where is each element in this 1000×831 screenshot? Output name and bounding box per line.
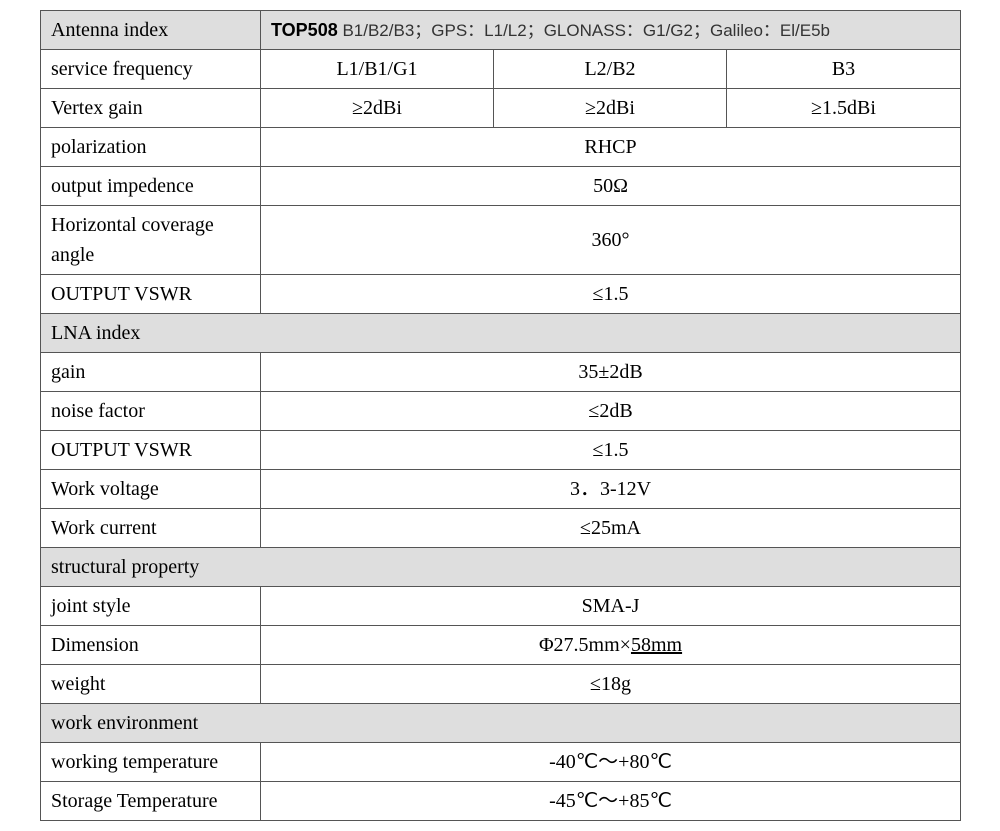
vertex-gain-label: Vertex gain — [41, 89, 261, 128]
work-current-row: Work current ≤25mA — [41, 509, 961, 548]
work-env-section-row: work environment — [41, 704, 961, 743]
output-impedence-row: output impedence 50Ω — [41, 167, 961, 206]
noise-factor-label: noise factor — [41, 392, 261, 431]
working-temp-label: working temperature — [41, 743, 261, 782]
spec-table: Antenna index TOP508 B1/B2/B3；GPS：L1/L2；… — [40, 10, 961, 821]
weight-label: weight — [41, 665, 261, 704]
weight-value: ≤18g — [261, 665, 961, 704]
vertex-gain-c1: ≥2dBi — [261, 89, 494, 128]
horizontal-coverage-value: 360° — [261, 206, 961, 275]
dimension-value-cell: Φ27.5mm×58mm — [261, 626, 961, 665]
dimension-label: Dimension — [41, 626, 261, 665]
working-temp-row: working temperature -40℃～+80℃ — [41, 743, 961, 782]
service-frequency-label: service frequency — [41, 50, 261, 89]
structural-header: structural property — [41, 548, 961, 587]
lna-header: LNA index — [41, 314, 961, 353]
model-bold: TOP508 — [271, 20, 338, 40]
storage-temp-label: Storage Temperature — [41, 782, 261, 821]
antenna-index-label: Antenna index — [41, 11, 261, 50]
gain-value: 35±2dB — [261, 353, 961, 392]
work-env-header: work environment — [41, 704, 961, 743]
service-frequency-c2: L2/B2 — [494, 50, 727, 89]
output-vswr-2-row: OUTPUT VSWR ≤1.5 — [41, 431, 961, 470]
dimension-value-main: Φ27.5mm× — [539, 634, 631, 656]
storage-temp-row: Storage Temperature -45℃～+85℃ — [41, 782, 961, 821]
storage-temp-value: -45℃～+85℃ — [261, 782, 961, 821]
service-frequency-row: service frequency L1/B1/G1 L2/B2 B3 — [41, 50, 961, 89]
model-rest: B1/B2/B3；GPS：L1/L2；GLONASS：G1/G2；Galileo… — [338, 21, 830, 40]
work-voltage-row: Work voltage 3．3-12V — [41, 470, 961, 509]
joint-style-label: joint style — [41, 587, 261, 626]
structural-section-row: structural property — [41, 548, 961, 587]
working-temp-value: -40℃～+80℃ — [261, 743, 961, 782]
dimension-value-suffix: 58mm — [631, 634, 682, 656]
work-current-value: ≤25mA — [261, 509, 961, 548]
output-vswr-2-value: ≤1.5 — [261, 431, 961, 470]
antenna-model-cell: TOP508 B1/B2/B3；GPS：L1/L2；GLONASS：G1/G2；… — [261, 11, 961, 50]
output-vswr-1-value: ≤1.5 — [261, 275, 961, 314]
weight-row: weight ≤18g — [41, 665, 961, 704]
horizontal-coverage-label: Horizontal coverage angle — [41, 206, 261, 275]
horizontal-coverage-row: Horizontal coverage angle 360° — [41, 206, 961, 275]
dimension-row: Dimension Φ27.5mm×58mm — [41, 626, 961, 665]
vertex-gain-c2: ≥2dBi — [494, 89, 727, 128]
output-vswr-2-label: OUTPUT VSWR — [41, 431, 261, 470]
polarization-value: RHCP — [261, 128, 961, 167]
gain-label: gain — [41, 353, 261, 392]
work-current-label: Work current — [41, 509, 261, 548]
lna-section-row: LNA index — [41, 314, 961, 353]
vertex-gain-row: Vertex gain ≥2dBi ≥2dBi ≥1.5dBi — [41, 89, 961, 128]
output-impedence-label: output impedence — [41, 167, 261, 206]
work-voltage-value: 3．3-12V — [261, 470, 961, 509]
output-vswr-1-row: OUTPUT VSWR ≤1.5 — [41, 275, 961, 314]
antenna-index-header-row: Antenna index TOP508 B1/B2/B3；GPS：L1/L2；… — [41, 11, 961, 50]
work-voltage-label: Work voltage — [41, 470, 261, 509]
output-impedence-value: 50Ω — [261, 167, 961, 206]
polarization-row: polarization RHCP — [41, 128, 961, 167]
noise-factor-value: ≤2dB — [261, 392, 961, 431]
joint-style-value: SMA-J — [261, 587, 961, 626]
vertex-gain-c3: ≥1.5dBi — [727, 89, 961, 128]
joint-style-row: joint style SMA-J — [41, 587, 961, 626]
output-vswr-1-label: OUTPUT VSWR — [41, 275, 261, 314]
polarization-label: polarization — [41, 128, 261, 167]
service-frequency-c1: L1/B1/G1 — [261, 50, 494, 89]
service-frequency-c3: B3 — [727, 50, 961, 89]
gain-row: gain 35±2dB — [41, 353, 961, 392]
noise-factor-row: noise factor ≤2dB — [41, 392, 961, 431]
